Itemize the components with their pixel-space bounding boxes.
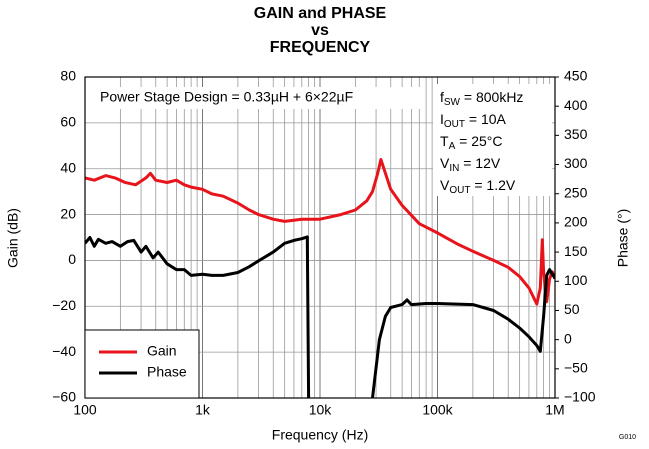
y-tick-label: −20 [52,297,76,313]
y2-tick-label: 150 [564,243,588,259]
x-tick-label: 100 [73,402,97,418]
y2-tick-label: 0 [564,330,572,346]
legend-box [84,329,200,399]
condition-subscript: OUT [444,119,465,130]
condition-subscript: A [449,141,456,152]
condition-name: V [440,155,450,171]
condition-value: = 1.2V [470,177,515,193]
series-line [85,235,311,398]
y2-tick-label: 350 [564,126,588,142]
plot-lines [85,158,555,398]
y-tick-label: −40 [52,343,76,359]
condition-value: = 800kHz [460,89,523,105]
conditions-background [433,84,552,196]
condition-name: V [440,177,450,193]
legend-label: Phase [147,364,187,380]
condition-subscript: SW [444,97,461,108]
y2-tick-label: 450 [564,68,588,84]
condition-name: f [440,89,444,105]
chart-title: FREQUENCY [270,39,371,56]
y2-tick-label: 50 [564,301,580,317]
y-axis-label: Gain (dB) [5,208,21,268]
y2-tick-label: 100 [564,272,588,288]
condition-name: I [440,111,444,127]
y2-tick-label: −100 [564,389,596,405]
x-axis-label: Frequency (Hz) [272,427,368,443]
y2-tick-label: 200 [564,214,588,230]
x-tick-label: 1k [195,402,211,418]
condition-value: = 12V [459,155,501,171]
annotation-background [93,87,425,109]
x-tick-label: 1M [545,402,564,418]
series-line [85,158,555,306]
y-tick-label: 0 [68,251,76,267]
y2-tick-label: −50 [564,360,588,376]
legend-label: Gain [147,343,177,359]
y-tick-label: 80 [60,68,76,84]
x-tick-label: 10k [309,402,333,418]
annotation: Power Stage Design = 0.33µH + 6×22µF [100,89,353,105]
y-tick-label: 40 [60,159,76,175]
condition: fSW = 800kHz [440,89,523,108]
condition-subscript: IN [449,163,459,174]
series-line [371,268,555,398]
condition: TA = 25°C [440,133,502,152]
condition-value: = 10A [465,111,507,127]
overlay: Power Stage Design = 0.33µH + 6×22µF fSW … [84,76,556,399]
y-tick-label: 60 [60,114,76,130]
y2-axis-label: Phase (°) [615,209,631,268]
condition: VIN = 12V [440,155,501,174]
y2-tick-label: 250 [564,184,588,200]
condition-value: = 25°C [455,133,502,149]
chart-title: vs [311,22,329,39]
condition-subscript: OUT [449,185,470,196]
plot-frame [84,76,556,399]
chart-title: GAIN and PHASE [254,5,387,22]
condition: IOUT = 10A [440,111,507,130]
condition-name: T [440,133,449,149]
condition: VOUT = 1.2V [440,177,516,196]
y-tick-label: 20 [60,205,76,221]
x-tick-label: 100k [422,402,453,418]
y-tick-label: −60 [52,389,76,405]
y2-tick-label: 400 [564,97,588,113]
y2-tick-label: 300 [564,155,588,171]
figure-id: G010 [619,434,636,441]
